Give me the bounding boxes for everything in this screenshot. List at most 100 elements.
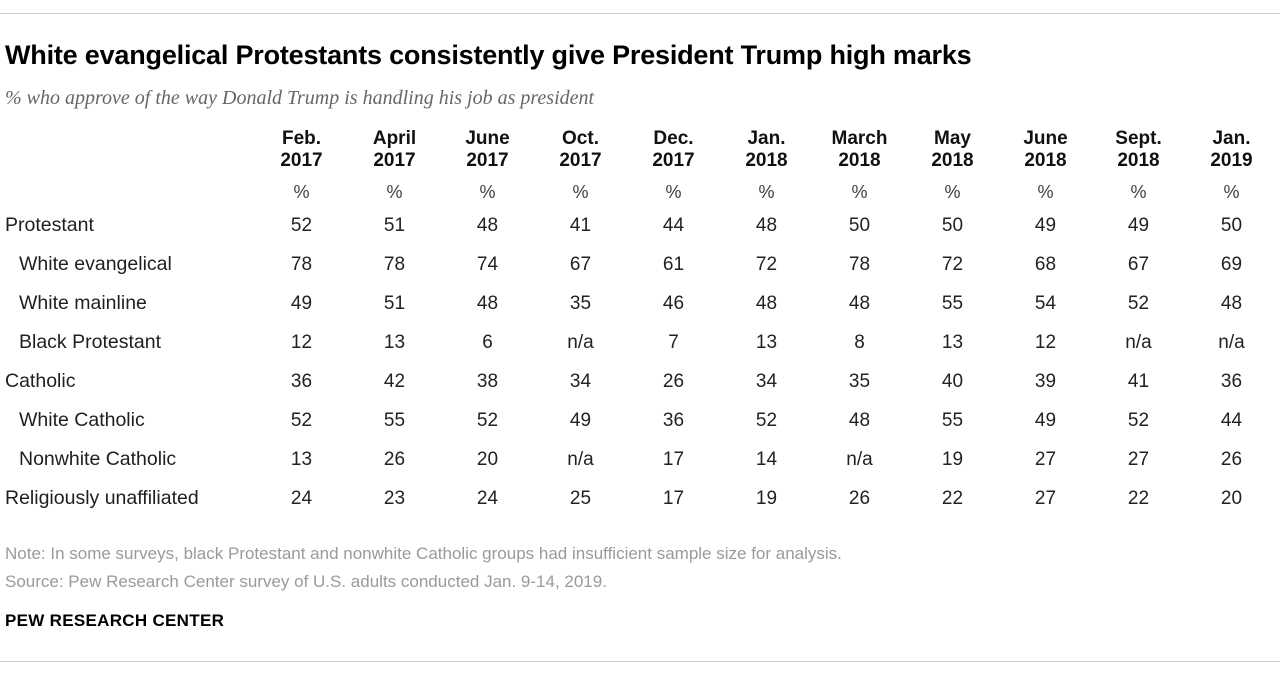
- column-header-month: Oct.: [562, 128, 599, 149]
- data-cell: 54: [1034, 292, 1057, 314]
- corner-cell: [5, 128, 255, 174]
- column-header: June 2017: [441, 128, 534, 174]
- row-label: Protestant: [5, 214, 94, 236]
- column-header: May 2018: [906, 128, 999, 174]
- column-header-month: June: [465, 128, 510, 149]
- column-header-month: May: [934, 128, 971, 149]
- data-cell: 13: [755, 331, 778, 353]
- unit-cell: %: [944, 181, 961, 202]
- data-cell: 78: [848, 253, 871, 275]
- table-row: Protestant 52 51 48 41 44 48 50 50 49 49 50: [5, 206, 1278, 245]
- data-cell: 48: [755, 292, 778, 314]
- data-cell: 17: [662, 487, 685, 509]
- table-row: Nonwhite Catholic 13 26 20 n/a 17 14 n/a 19 27 27 2…: [5, 440, 1278, 479]
- approval-table: Feb. 2017 April 2017 June 2017 Oct. 2017 Dec. 201…: [5, 128, 1278, 518]
- data-cell: 55: [941, 292, 964, 314]
- footnotes: Note: In some surveys, black Protestant …: [5, 540, 1270, 596]
- unit-cell: %: [479, 181, 496, 202]
- column-header-year: 2017: [466, 150, 509, 171]
- data-cell: 13: [290, 448, 313, 470]
- data-cell: 78: [290, 253, 313, 275]
- unit-row: %%%%%%%%%%%: [5, 174, 1278, 206]
- data-cell: 50: [848, 214, 871, 236]
- data-cell: 48: [476, 214, 499, 236]
- column-header-year: 2018: [745, 150, 788, 171]
- header-row: Feb. 2017 April 2017 June 2017 Oct. 2017 Dec. 201…: [5, 128, 1278, 174]
- column-header-month: Dec.: [653, 128, 694, 149]
- source-text: Source: Pew Research Center survey of U.…: [5, 572, 607, 591]
- brand-wordmark: PEW RESEARCH CENTER: [5, 611, 225, 630]
- column-header-year: 2018: [1117, 150, 1160, 171]
- data-cell: 61: [662, 253, 685, 275]
- column-header-month: Jan.: [1212, 128, 1251, 149]
- column-header: Feb. 2017: [255, 128, 348, 174]
- unit-cell: %: [386, 181, 403, 202]
- column-header-month: Jan.: [747, 128, 786, 149]
- data-cell: 13: [383, 331, 406, 353]
- data-cell: 51: [383, 214, 406, 236]
- column-header-month: Feb.: [281, 128, 322, 149]
- column-header-year: 2018: [1024, 150, 1067, 171]
- data-cell: 41: [569, 214, 592, 236]
- data-cell: 52: [1127, 292, 1150, 314]
- page: White evangelical Protestants consistent…: [0, 39, 1280, 631]
- column-header-year: 2017: [373, 150, 416, 171]
- data-cell: 34: [569, 370, 592, 392]
- row-label: Catholic: [5, 370, 76, 392]
- data-cell: n/a: [567, 448, 594, 470]
- data-cell: 14: [755, 448, 778, 470]
- data-cell: n/a: [846, 448, 873, 470]
- data-cell: 48: [1220, 292, 1243, 314]
- data-cell: 8: [854, 331, 865, 353]
- data-cell: 26: [1220, 448, 1243, 470]
- unit-cell: %: [851, 181, 868, 202]
- data-cell: 12: [1034, 331, 1057, 353]
- column-header-year: 2017: [280, 150, 323, 171]
- data-cell: 26: [662, 370, 685, 392]
- data-cell: 49: [290, 292, 313, 314]
- column-header: June 2018: [999, 128, 1092, 174]
- unit-label-cell: [5, 174, 255, 206]
- data-cell: 44: [1220, 409, 1243, 431]
- data-cell: 52: [1127, 409, 1150, 431]
- data-cell: 20: [1220, 487, 1243, 509]
- data-cell: 23: [383, 487, 406, 509]
- data-cell: 50: [1220, 214, 1243, 236]
- data-cell: 42: [383, 370, 406, 392]
- data-cell: n/a: [567, 331, 594, 353]
- data-cell: 49: [1127, 214, 1150, 236]
- data-cell: 41: [1127, 370, 1150, 392]
- column-header-month: Sept.: [1115, 128, 1162, 149]
- data-cell: n/a: [1218, 331, 1245, 353]
- data-cell: 67: [569, 253, 592, 275]
- data-cell: 44: [662, 214, 685, 236]
- column-header-month: March: [831, 128, 888, 149]
- column-header-month: April: [372, 128, 417, 149]
- unit-cell: %: [293, 181, 310, 202]
- row-label: White Catholic: [19, 409, 145, 431]
- data-cell: 22: [941, 487, 964, 509]
- data-cell: 49: [1034, 409, 1057, 431]
- data-cell: 38: [476, 370, 499, 392]
- data-cell: 72: [941, 253, 964, 275]
- data-cell: 7: [668, 331, 679, 353]
- data-cell: 48: [755, 214, 778, 236]
- table-row: Black Protestant 12 13 6 n/a 7 13 8 13 12 n/a n/a: [5, 323, 1278, 362]
- column-header-year: 2018: [838, 150, 881, 171]
- data-cell: 26: [383, 448, 406, 470]
- column-header: March 2018: [813, 128, 906, 174]
- data-cell: 27: [1127, 448, 1150, 470]
- data-cell: 46: [662, 292, 685, 314]
- data-cell: 19: [755, 487, 778, 509]
- top-rule: [0, 13, 1280, 14]
- data-cell: 39: [1034, 370, 1057, 392]
- data-cell: 69: [1220, 253, 1243, 275]
- data-cell: 78: [383, 253, 406, 275]
- column-header: Jan. 2019: [1185, 128, 1278, 174]
- data-cell: 52: [476, 409, 499, 431]
- data-cell: 51: [383, 292, 406, 314]
- data-cell: 25: [569, 487, 592, 509]
- note-text: Note: In some surveys, black Protestant …: [5, 544, 842, 563]
- data-cell: 19: [941, 448, 964, 470]
- data-cell: 12: [290, 331, 313, 353]
